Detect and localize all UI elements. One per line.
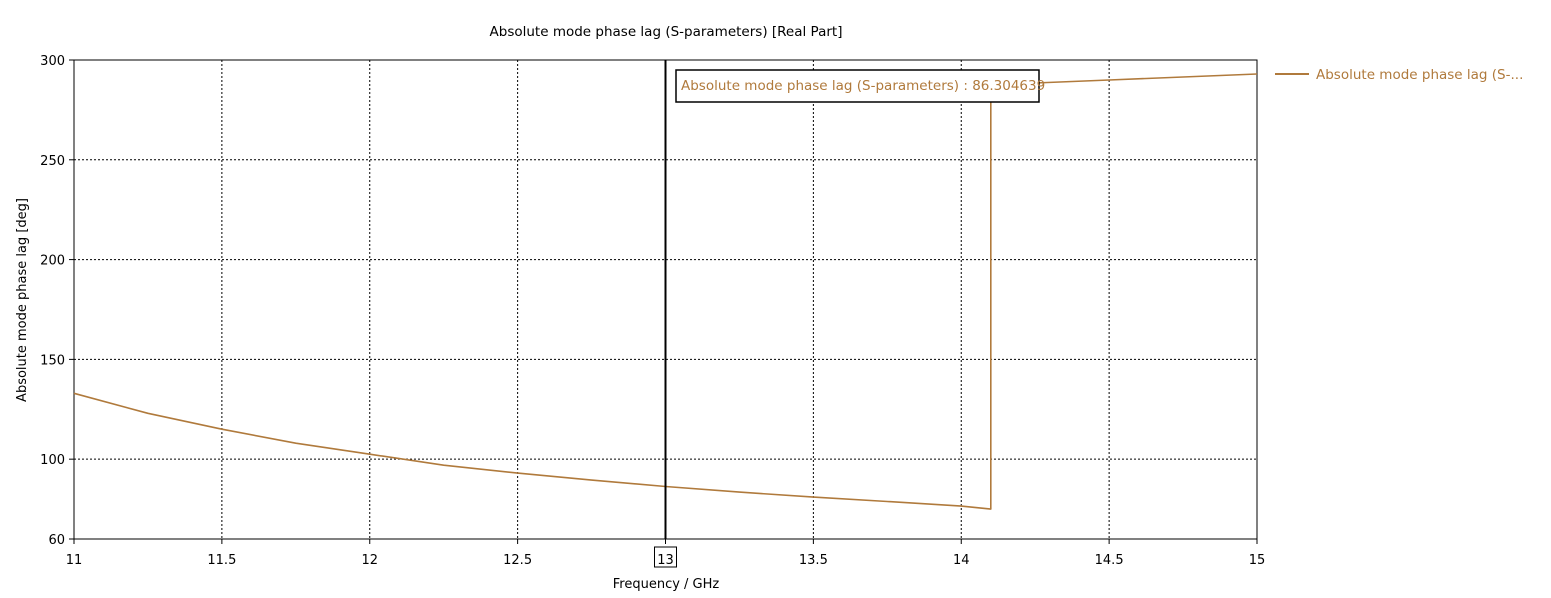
y-tick-label: 60 [48, 533, 65, 548]
y-axis-label: Absolute mode phase lag [deg] [15, 198, 30, 402]
x-tick-label: 12.5 [503, 553, 532, 568]
x-ticks: 11 11.5 12 12.5 13 13.5 14 14.5 15 [66, 539, 1266, 568]
chart-title: Absolute mode phase lag (S-parameters) [… [490, 24, 843, 40]
y-tick-label: 100 [40, 453, 65, 468]
x-tick-label: 14 [953, 553, 970, 568]
legend-entry[interactable]: Absolute mode phase lag (S-... [1316, 67, 1523, 83]
legend[interactable]: Absolute mode phase lag (S-... [1275, 67, 1523, 83]
y-ticks: 60 100 150 200 250 300 [40, 54, 74, 548]
marker-x-label-box [654, 546, 677, 568]
marker-readout-box [675, 69, 1040, 103]
y-tick-label: 150 [40, 353, 65, 368]
y-tick-label: 250 [40, 154, 65, 169]
x-tick-label: 13 [657, 553, 674, 568]
marker-readout-text: Absolute mode phase lag (S-parameters) :… [681, 78, 1045, 94]
x-tick-label: 11.5 [207, 553, 236, 568]
x-tick-label: 14.5 [1095, 553, 1124, 568]
marker-group[interactable]: Absolute mode phase lag (S-parameters) :… [664, 60, 1046, 539]
y-tick-label: 300 [40, 54, 65, 69]
x-tick-label: 12 [361, 553, 378, 568]
x-tick-label: 13.5 [799, 553, 828, 568]
x-tick-label: 11 [66, 553, 83, 568]
y-tick-label: 200 [40, 254, 65, 269]
x-axis-label: Frequency / GHz [613, 577, 720, 592]
x-tick-label: 15 [1249, 553, 1266, 568]
grid [74, 60, 1257, 539]
